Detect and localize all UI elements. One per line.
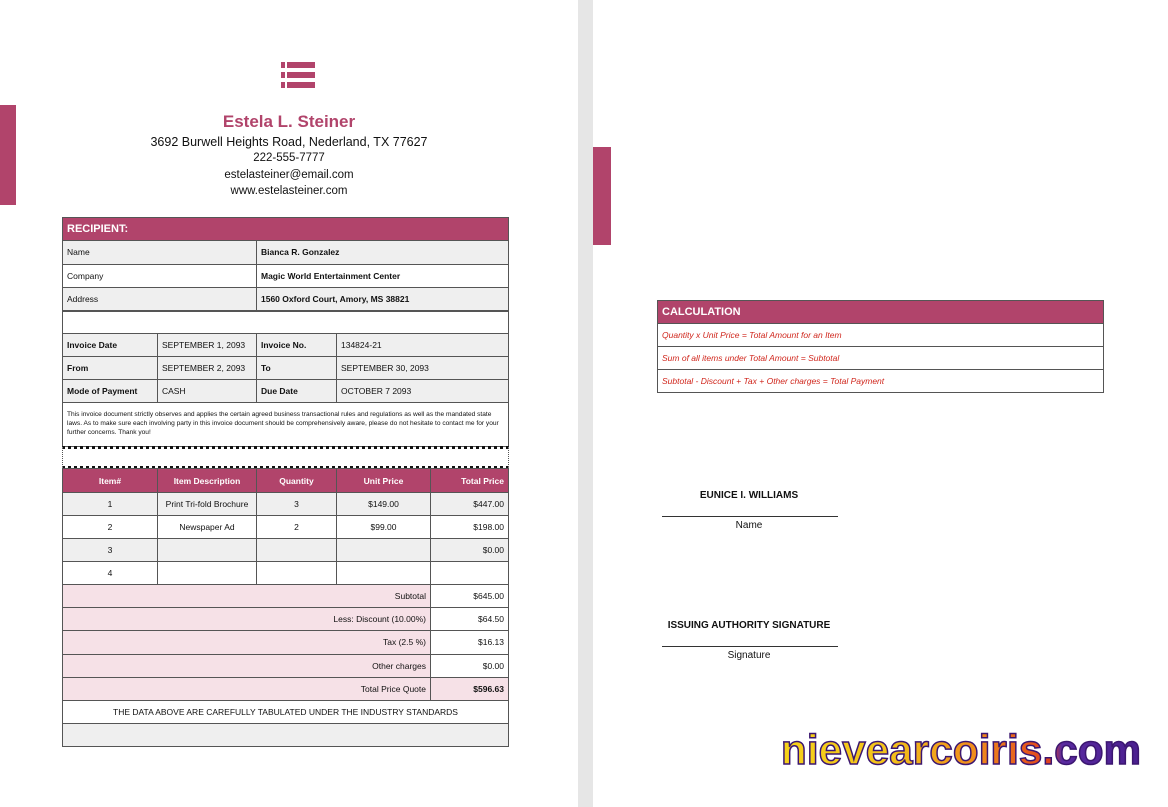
item-cell [430, 561, 509, 585]
field-label: From [62, 356, 158, 380]
item-cell: $0.00 [430, 538, 509, 562]
logo [281, 62, 315, 88]
sender-email: estelasteiner@email.com [224, 169, 354, 181]
item-cell: 2 [256, 515, 337, 539]
field-label: Invoice No. [256, 333, 337, 357]
field-label: Name [62, 240, 257, 265]
field-label: Invoice Date [62, 333, 158, 357]
item-cell: 2 [62, 515, 158, 539]
page-divider [578, 0, 593, 807]
footer-note: THE DATA ABOVE ARE CAREFULLY TABULATED U… [62, 700, 509, 724]
spacer [62, 446, 509, 469]
sender-phone: 222-555-7777 [253, 152, 325, 164]
watermark-text: nievearcoiris.com [781, 726, 1141, 773]
field-value: SEPTEMBER 30, 2093 [336, 356, 509, 380]
item-cell: Print Tri-fold Brochure [157, 492, 257, 516]
summary-label: Total Price Quote [62, 676, 431, 701]
field-label: Due Date [256, 379, 337, 403]
item-cell: $149.00 [336, 492, 431, 516]
sender-name: Estela L. Steiner [222, 112, 356, 131]
field-value: CASH [157, 379, 257, 403]
signature-line [662, 516, 838, 517]
item-cell: 4 [62, 561, 158, 585]
item-cell [336, 538, 431, 562]
sender-address: 3692 Burwell Heights Road, Nederland, TX… [150, 135, 428, 149]
field-value: Bianca R. Gonzalez [256, 240, 509, 265]
column-header: Item# [62, 468, 158, 493]
item-cell [157, 538, 257, 562]
blank-row [62, 310, 509, 334]
signatory-name: ISSUING AUTHORITY SIGNATURE [667, 620, 831, 631]
formula: Quantity x Unit Price = Total Amount for… [657, 323, 1104, 347]
column-header: Total Price [430, 468, 509, 493]
item-cell [256, 538, 337, 562]
summary-label: Subtotal [62, 584, 431, 609]
field-value: Magic World Entertainment Center [256, 263, 509, 288]
item-cell: 1 [62, 492, 158, 516]
item-cell: $447.00 [430, 492, 509, 516]
field-label: To [256, 356, 337, 380]
watermark: nievearcoiris.com [780, 725, 1142, 774]
item-cell [157, 561, 257, 585]
section-header: RECIPIENT: [62, 217, 509, 241]
item-cell [336, 561, 431, 585]
item-cell [256, 561, 337, 585]
summary-value: $16.13 [430, 630, 509, 655]
formula: Subtotal - Discount + Tax + Other charge… [657, 369, 1104, 393]
column-header: Unit Price [336, 468, 431, 493]
summary-label: Tax (2.5 %) [62, 630, 431, 655]
field-value: 134824-21 [336, 333, 509, 357]
blank-row [62, 723, 509, 747]
signature-caption: Name [735, 520, 763, 531]
sender-website: www.estelasteiner.com [230, 185, 348, 197]
column-header: Item Description [157, 468, 257, 493]
item-cell: 3 [256, 492, 337, 516]
summary-value: $64.50 [430, 607, 509, 632]
accent-bar [593, 147, 611, 245]
column-header: Quantity [256, 468, 337, 493]
signatory-name: EUNICE I. WILLIAMS [699, 490, 799, 501]
note: This invoice document strictly observes … [62, 402, 509, 447]
item-cell: Newspaper Ad [157, 515, 257, 539]
section-header: CALCULATION [657, 300, 1104, 324]
summary-label: Other charges [62, 653, 431, 678]
summary-value: $0.00 [430, 653, 509, 678]
signature-line [662, 646, 838, 647]
summary-value: $645.00 [430, 584, 509, 609]
field-value: OCTOBER 7 2093 [336, 379, 509, 403]
field-value: SEPTEMBER 2, 2093 [157, 356, 257, 380]
accent-bar [0, 105, 16, 205]
item-cell: $99.00 [336, 515, 431, 539]
field-label: Company [62, 263, 257, 288]
summary-label: Less: Discount (10.00%) [62, 607, 431, 632]
field-label: Mode of Payment [62, 379, 158, 403]
formula: Sum of all items under Total Amount = Su… [657, 346, 1104, 370]
item-cell: $198.00 [430, 515, 509, 539]
field-label: Address [62, 287, 257, 312]
summary-value: $596.63 [430, 676, 509, 701]
item-cell: 3 [62, 538, 158, 562]
field-value: 1560 Oxford Court, Amory, MS 38821 [256, 287, 509, 312]
field-value: SEPTEMBER 1, 2093 [157, 333, 257, 357]
signature-caption: Signature [727, 650, 771, 661]
